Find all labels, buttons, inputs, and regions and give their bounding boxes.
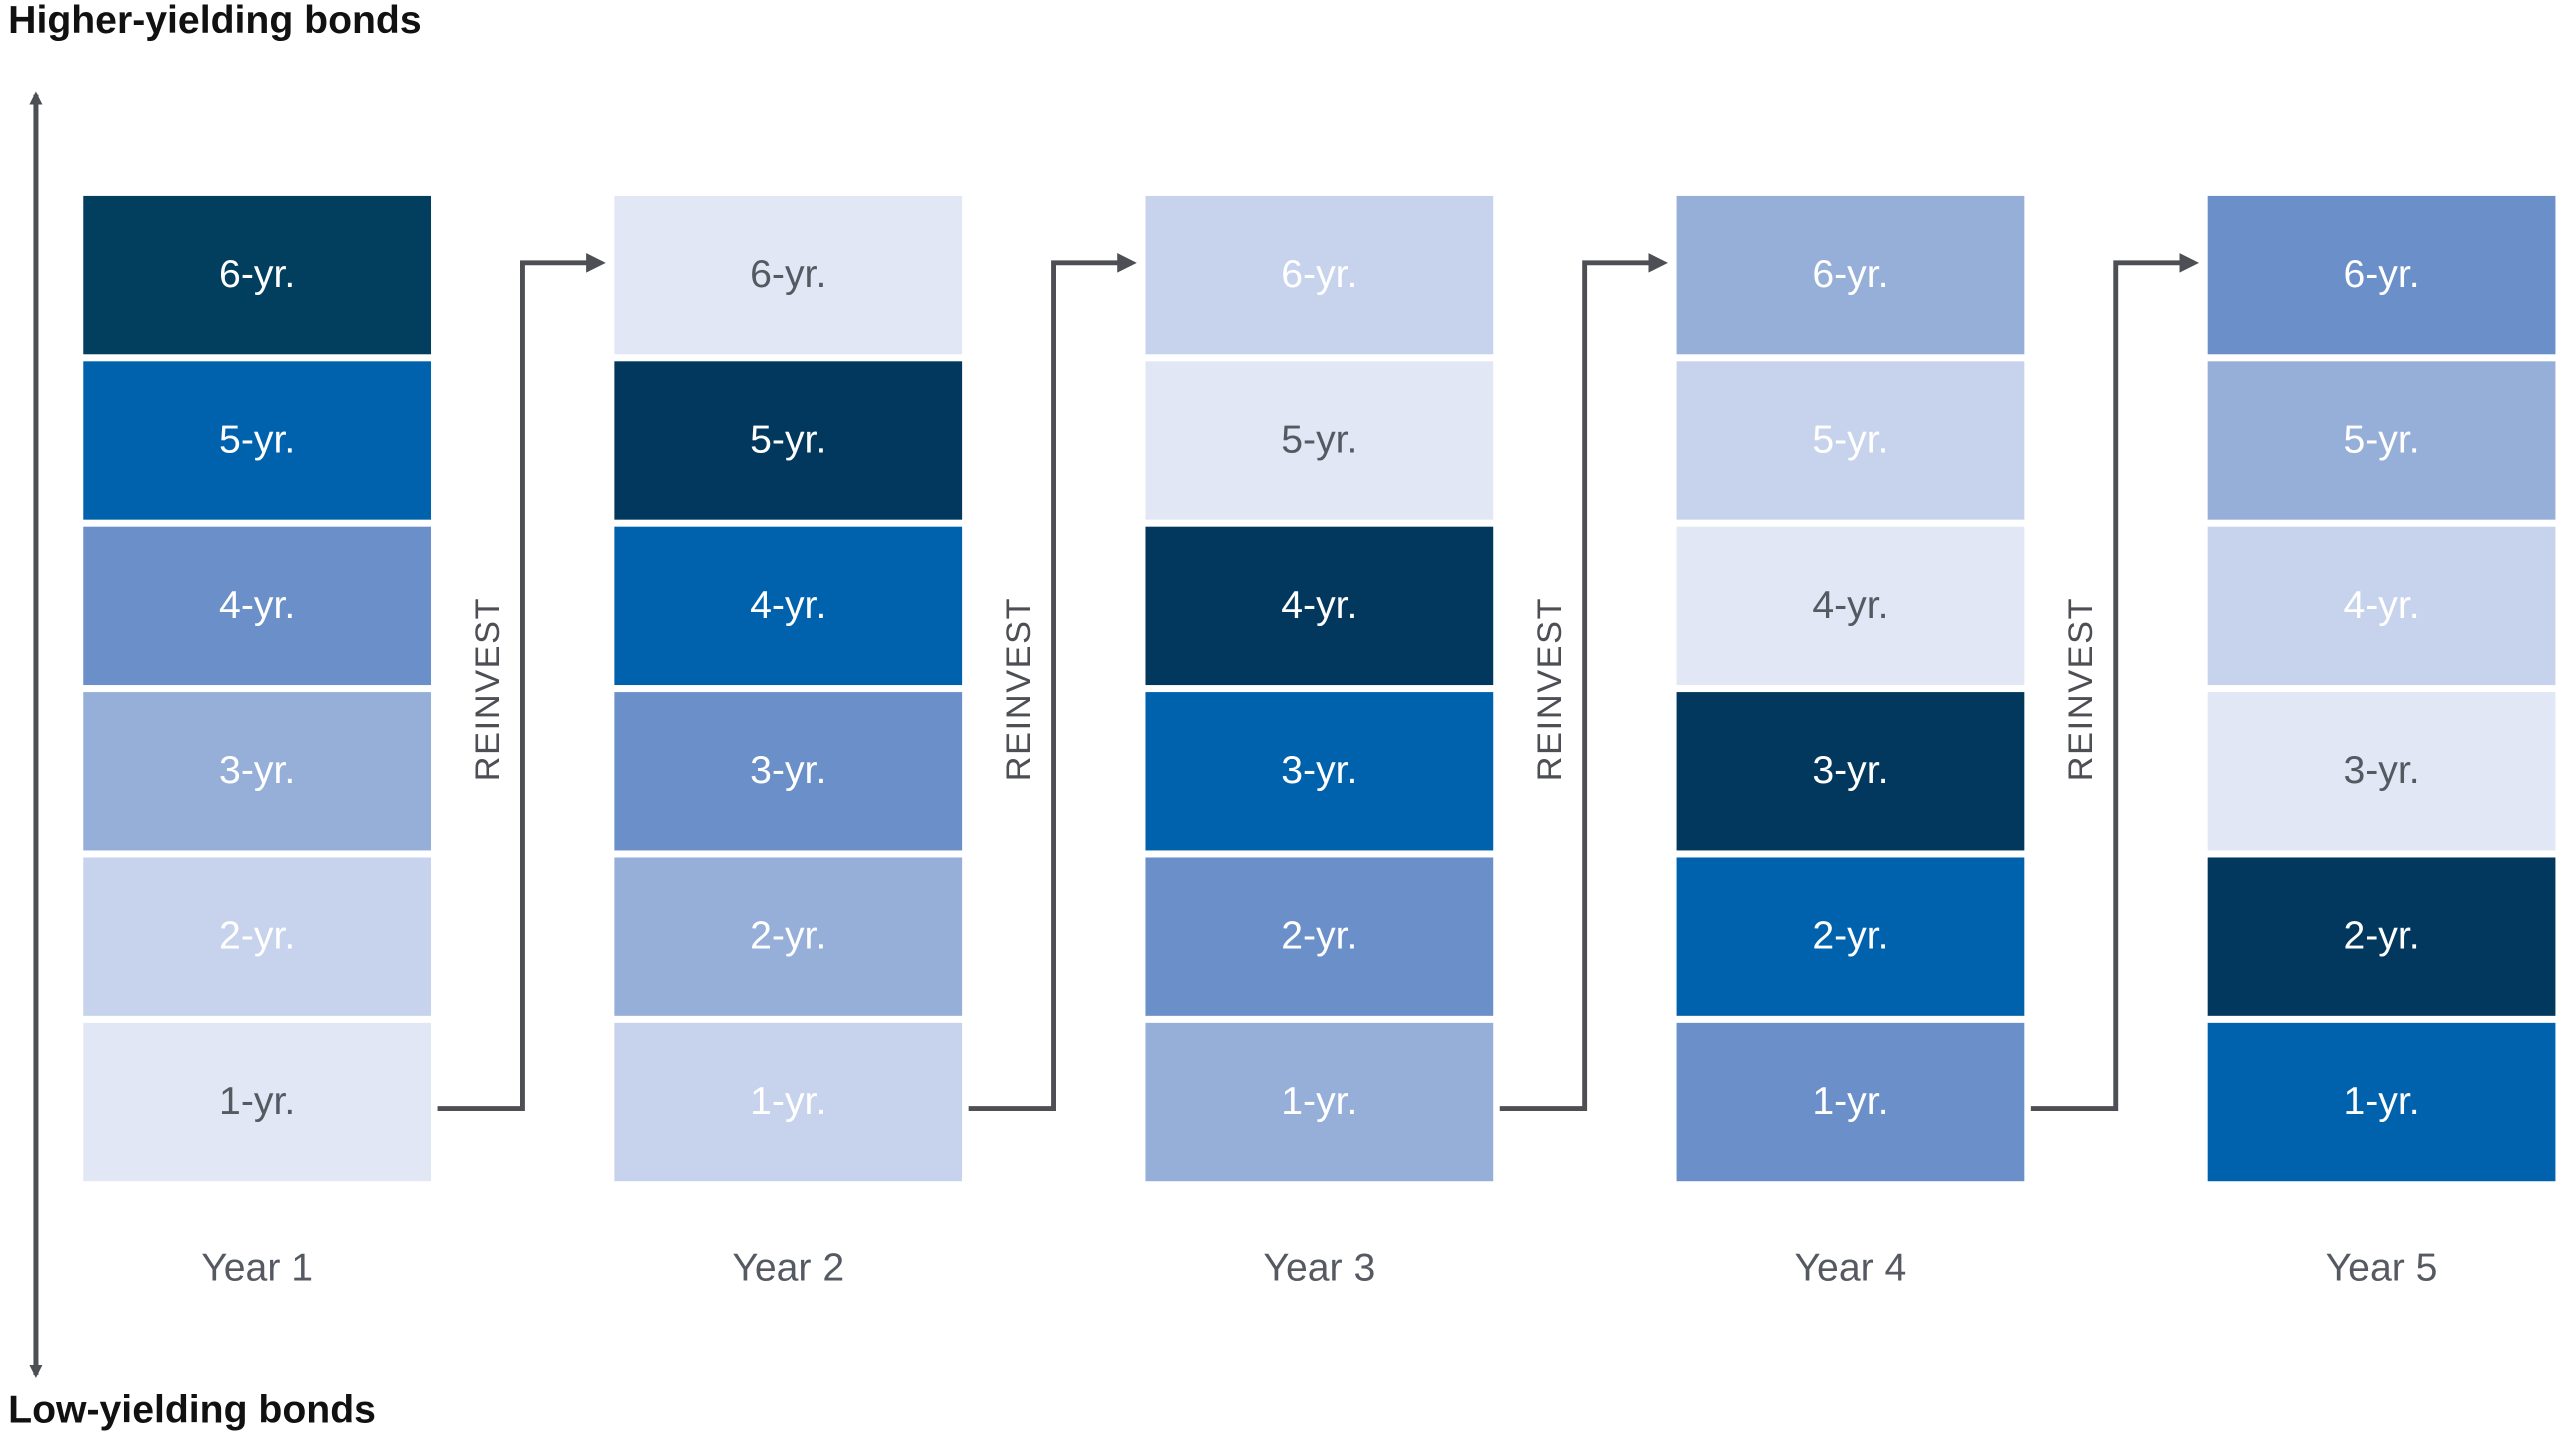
bond-block: [2207, 526, 2556, 686]
reinvest-arrow: [968, 253, 1137, 1112]
bond-label: 3-yr.: [1812, 749, 1888, 792]
bond-block: [2207, 195, 2556, 355]
year-label: Year 2: [732, 1247, 844, 1290]
bond-label: 2-yr.: [1812, 915, 1888, 958]
top-label: Higher-yielding bonds: [8, 0, 421, 42]
bond-label: 4-yr.: [750, 584, 826, 627]
bond-label: 4-yr.: [1812, 584, 1888, 627]
bond-block: [83, 1022, 432, 1182]
bond-block: [1676, 1022, 2025, 1182]
bond-block: [83, 526, 432, 686]
reinvest-arrow: [1499, 253, 1668, 1112]
bond-label: 3-yr.: [750, 749, 826, 792]
bond-block: [1676, 692, 2025, 851]
bond-block: [2207, 857, 2556, 1016]
bond-block: [2207, 692, 2556, 851]
bond-label: 3-yr.: [2343, 749, 2419, 792]
bond-block: [83, 692, 432, 851]
year-label: Year 4: [1795, 1247, 1907, 1290]
bond-label: 1-yr.: [1281, 1080, 1357, 1123]
bond-label: 6-yr.: [2343, 253, 2419, 296]
bond-label: 6-yr.: [1281, 253, 1357, 296]
reinvest-label: REINVEST: [2062, 597, 2100, 781]
bond-block: [1145, 195, 1494, 355]
year-label: Year 1: [201, 1247, 313, 1290]
bond-block: [1145, 692, 1494, 851]
bond-block: [614, 526, 963, 686]
bond-block: [1145, 857, 1494, 1016]
bond-block: [1676, 195, 2025, 355]
bond-block: [1145, 1022, 1494, 1182]
bond-block: [2207, 1022, 2556, 1182]
bond-label: 5-yr.: [2343, 418, 2419, 461]
bond-label: 5-yr.: [1812, 418, 1888, 461]
year-label: Year 5: [2326, 1247, 2438, 1290]
reinvest-label: REINVEST: [1531, 597, 1569, 781]
bond-block: [1145, 526, 1494, 686]
bond-block: [83, 857, 432, 1016]
bond-block: [614, 692, 963, 851]
bond-label: 6-yr.: [1812, 253, 1888, 296]
bond-block: [83, 195, 432, 355]
year-label: Year 3: [1263, 1247, 1375, 1290]
bond-block: [1676, 361, 2025, 520]
bond-label: 2-yr.: [1281, 915, 1357, 958]
bond-label: 5-yr.: [219, 418, 295, 461]
bond-block: [614, 195, 963, 355]
reinvest-arrow: [437, 253, 606, 1112]
bond-label: 1-yr.: [1812, 1080, 1888, 1123]
bond-block: [1676, 526, 2025, 686]
bond-label: 2-yr.: [219, 915, 295, 958]
bond-label: 3-yr.: [1281, 749, 1357, 792]
bond-label: 6-yr.: [750, 253, 826, 296]
bond-label: 1-yr.: [2343, 1080, 2419, 1123]
bond-block: [1145, 361, 1494, 520]
bond-label: 2-yr.: [750, 915, 826, 958]
bond-block: [1676, 857, 2025, 1016]
bond-block: [614, 857, 963, 1016]
bond-label: 2-yr.: [2343, 915, 2419, 958]
bond-label: 5-yr.: [1281, 418, 1357, 461]
bond-block: [2207, 361, 2556, 520]
reinvest-arrow: [2030, 253, 2200, 1112]
reinvest-label: REINVEST: [469, 597, 507, 781]
bond-block: [614, 361, 963, 520]
bond-label: 4-yr.: [2343, 584, 2419, 627]
reinvest-label: REINVEST: [1000, 597, 1038, 781]
bond-label: 4-yr.: [219, 584, 295, 627]
bond-label: 3-yr.: [219, 749, 295, 792]
bond-label: 1-yr.: [219, 1080, 295, 1123]
bond-label: 4-yr.: [1281, 584, 1357, 627]
bond-label: 1-yr.: [750, 1080, 826, 1123]
bond-block: [83, 361, 432, 520]
bond-label: 5-yr.: [750, 418, 826, 461]
bond-label: 6-yr.: [219, 253, 295, 296]
bottom-label: Low-yielding bonds: [8, 1389, 376, 1432]
bond-block: [614, 1022, 963, 1182]
